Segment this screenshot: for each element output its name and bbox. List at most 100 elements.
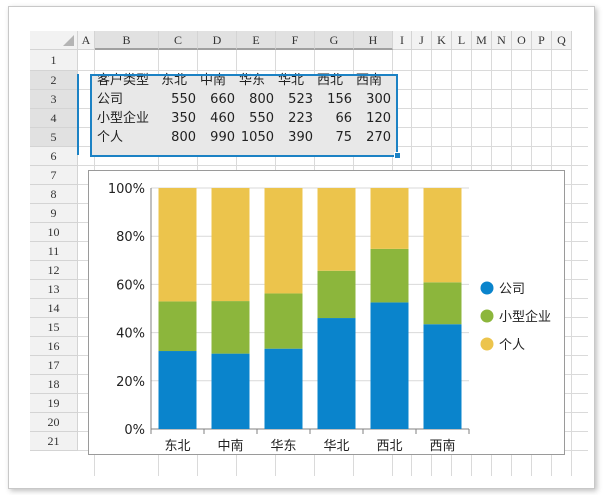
legend-label-2[interactable]: 小型企业	[499, 309, 551, 325]
row-header-10[interactable]: 10	[30, 223, 78, 242]
fill-handle[interactable]	[394, 152, 401, 159]
column-header-c[interactable]: C	[159, 31, 198, 50]
cell-b5[interactable]: 个人	[97, 130, 124, 145]
cell-b4[interactable]: 小型企业	[97, 111, 150, 126]
cell-d3[interactable]: 660	[210, 92, 235, 107]
row-header-20[interactable]: 20	[30, 413, 78, 432]
bar-2-2[interactable]	[211, 301, 250, 354]
bar-1-6[interactable]	[423, 324, 462, 429]
row-header-6[interactable]: 6	[30, 147, 78, 166]
cell-e2[interactable]: 华东	[239, 73, 266, 88]
selected-range-border[interactable]	[90, 74, 398, 157]
cell-e3[interactable]: 800	[249, 92, 274, 107]
bar-3-4[interactable]	[317, 188, 356, 271]
stacked-percent-bar-chart[interactable]: 0% 20% 40% 60% 80% 100% 东北 中南 华东 华北 西北 西南 公司 小型企业 个人	[88, 170, 565, 455]
column-header-d[interactable]: D	[198, 31, 237, 50]
row-header-2[interactable]: 2	[30, 71, 78, 90]
spreadsheet: 客户类型 东北 中南 华东 华北 西北 西南 公司 550 660 800 523 156 300 小型企业…	[30, 31, 588, 476]
row-header-5[interactable]: 5	[30, 128, 78, 147]
bar-3-2[interactable]	[211, 188, 250, 302]
row-header-12[interactable]: 12	[30, 261, 78, 280]
column-header-h[interactable]: H	[354, 31, 393, 50]
row-header-15[interactable]: 15	[30, 318, 78, 337]
column-header-k[interactable]: K	[432, 31, 452, 50]
x-tick-label: 华东	[270, 439, 296, 454]
bar-2-4[interactable]	[317, 270, 356, 319]
bar-2-5[interactable]	[370, 248, 409, 303]
x-tick-label: 华北	[323, 439, 349, 454]
cell-f2[interactable]: 华北	[278, 73, 305, 88]
cell-g5[interactable]: 75	[335, 130, 352, 145]
cell-e5[interactable]: 1050	[240, 130, 274, 145]
bar-1-3[interactable]	[264, 348, 303, 429]
cell-g4[interactable]: 66	[335, 111, 352, 126]
bar-2-3[interactable]	[264, 293, 303, 349]
cell-c3[interactable]: 550	[171, 92, 196, 107]
legend-marker-1	[480, 281, 494, 295]
cell-b2[interactable]: 客户类型	[97, 73, 150, 88]
row-header-21[interactable]: 21	[30, 432, 78, 451]
column-header-n[interactable]: N	[492, 31, 512, 50]
cell-g3[interactable]: 156	[327, 92, 352, 107]
column-header-l[interactable]: L	[452, 31, 472, 50]
legend-label-1[interactable]: 公司	[499, 282, 525, 297]
row-header-17[interactable]: 17	[30, 356, 78, 375]
row-header-13[interactable]: 13	[30, 280, 78, 299]
row-header-4[interactable]: 4	[30, 109, 78, 128]
column-header-i[interactable]: I	[393, 31, 412, 50]
screenshot-frame: 客户类型 东北 中南 华东 华北 西北 西南 公司 550 660 800 523 156 300 小型企业…	[8, 6, 595, 489]
legend-label-3[interactable]: 个人	[499, 338, 525, 353]
column-header-q[interactable]: Q	[552, 31, 572, 50]
bar-3-3[interactable]	[264, 188, 303, 294]
cell-d4[interactable]: 460	[210, 111, 235, 126]
cell-c4[interactable]: 350	[171, 111, 196, 126]
column-header-e[interactable]: E	[237, 31, 276, 50]
column-header-a[interactable]: A	[78, 31, 95, 50]
cell-b3[interactable]: 公司	[97, 92, 124, 107]
row-header-11[interactable]: 11	[30, 242, 78, 261]
cell-d2[interactable]: 中南	[200, 73, 227, 88]
cell-h4[interactable]: 120	[366, 111, 391, 126]
row-header-18[interactable]: 18	[30, 375, 78, 394]
cell-h5[interactable]: 270	[366, 130, 391, 145]
column-header-f[interactable]: F	[276, 31, 315, 50]
column-header-p[interactable]: P	[532, 31, 552, 50]
cell-d5[interactable]: 990	[210, 130, 235, 145]
cell-g2[interactable]: 西北	[317, 73, 344, 88]
selected-range-fill	[91, 76, 396, 157]
column-header-o[interactable]: O	[512, 31, 532, 50]
column-header-m[interactable]: M	[472, 31, 492, 50]
y-tick-label: 0%	[124, 423, 145, 438]
cell-h2[interactable]: 西南	[356, 73, 383, 88]
select-all-corner[interactable]	[30, 31, 78, 50]
row-header-3[interactable]: 3	[30, 90, 78, 109]
row-header-8[interactable]: 8	[30, 185, 78, 204]
cell-f5[interactable]: 390	[288, 130, 313, 145]
row-header-16[interactable]: 16	[30, 337, 78, 356]
bar-3-5[interactable]	[370, 188, 409, 249]
bar-2-1[interactable]	[158, 301, 197, 352]
y-tick-label: 100%	[108, 182, 145, 197]
row-header-14[interactable]: 14	[30, 299, 78, 318]
column-header-b[interactable]: B	[95, 31, 159, 50]
bar-1-4[interactable]	[317, 318, 356, 429]
bar-2-6[interactable]	[423, 282, 462, 325]
row-header-19[interactable]: 19	[30, 394, 78, 413]
row-header-9[interactable]: 9	[30, 204, 78, 223]
cell-c5[interactable]: 800	[171, 130, 196, 145]
row-header-1[interactable]: 1	[30, 50, 78, 71]
cell-f3[interactable]: 523	[288, 92, 313, 107]
row-header-7[interactable]: 7	[30, 166, 78, 185]
column-header-g[interactable]: G	[315, 31, 354, 50]
bar-1-2[interactable]	[211, 353, 250, 429]
cell-h3[interactable]: 300	[366, 92, 391, 107]
bar-1-1[interactable]	[158, 351, 197, 429]
cell-e4[interactable]: 550	[249, 111, 274, 126]
cell-f4[interactable]: 223	[288, 111, 313, 126]
y-tick-label: 80%	[116, 230, 145, 245]
column-header-j[interactable]: J	[412, 31, 432, 50]
bar-3-6[interactable]	[423, 188, 462, 283]
bar-1-5[interactable]	[370, 302, 409, 429]
cell-c2[interactable]: 东北	[161, 73, 188, 88]
bar-3-1[interactable]	[158, 188, 197, 302]
